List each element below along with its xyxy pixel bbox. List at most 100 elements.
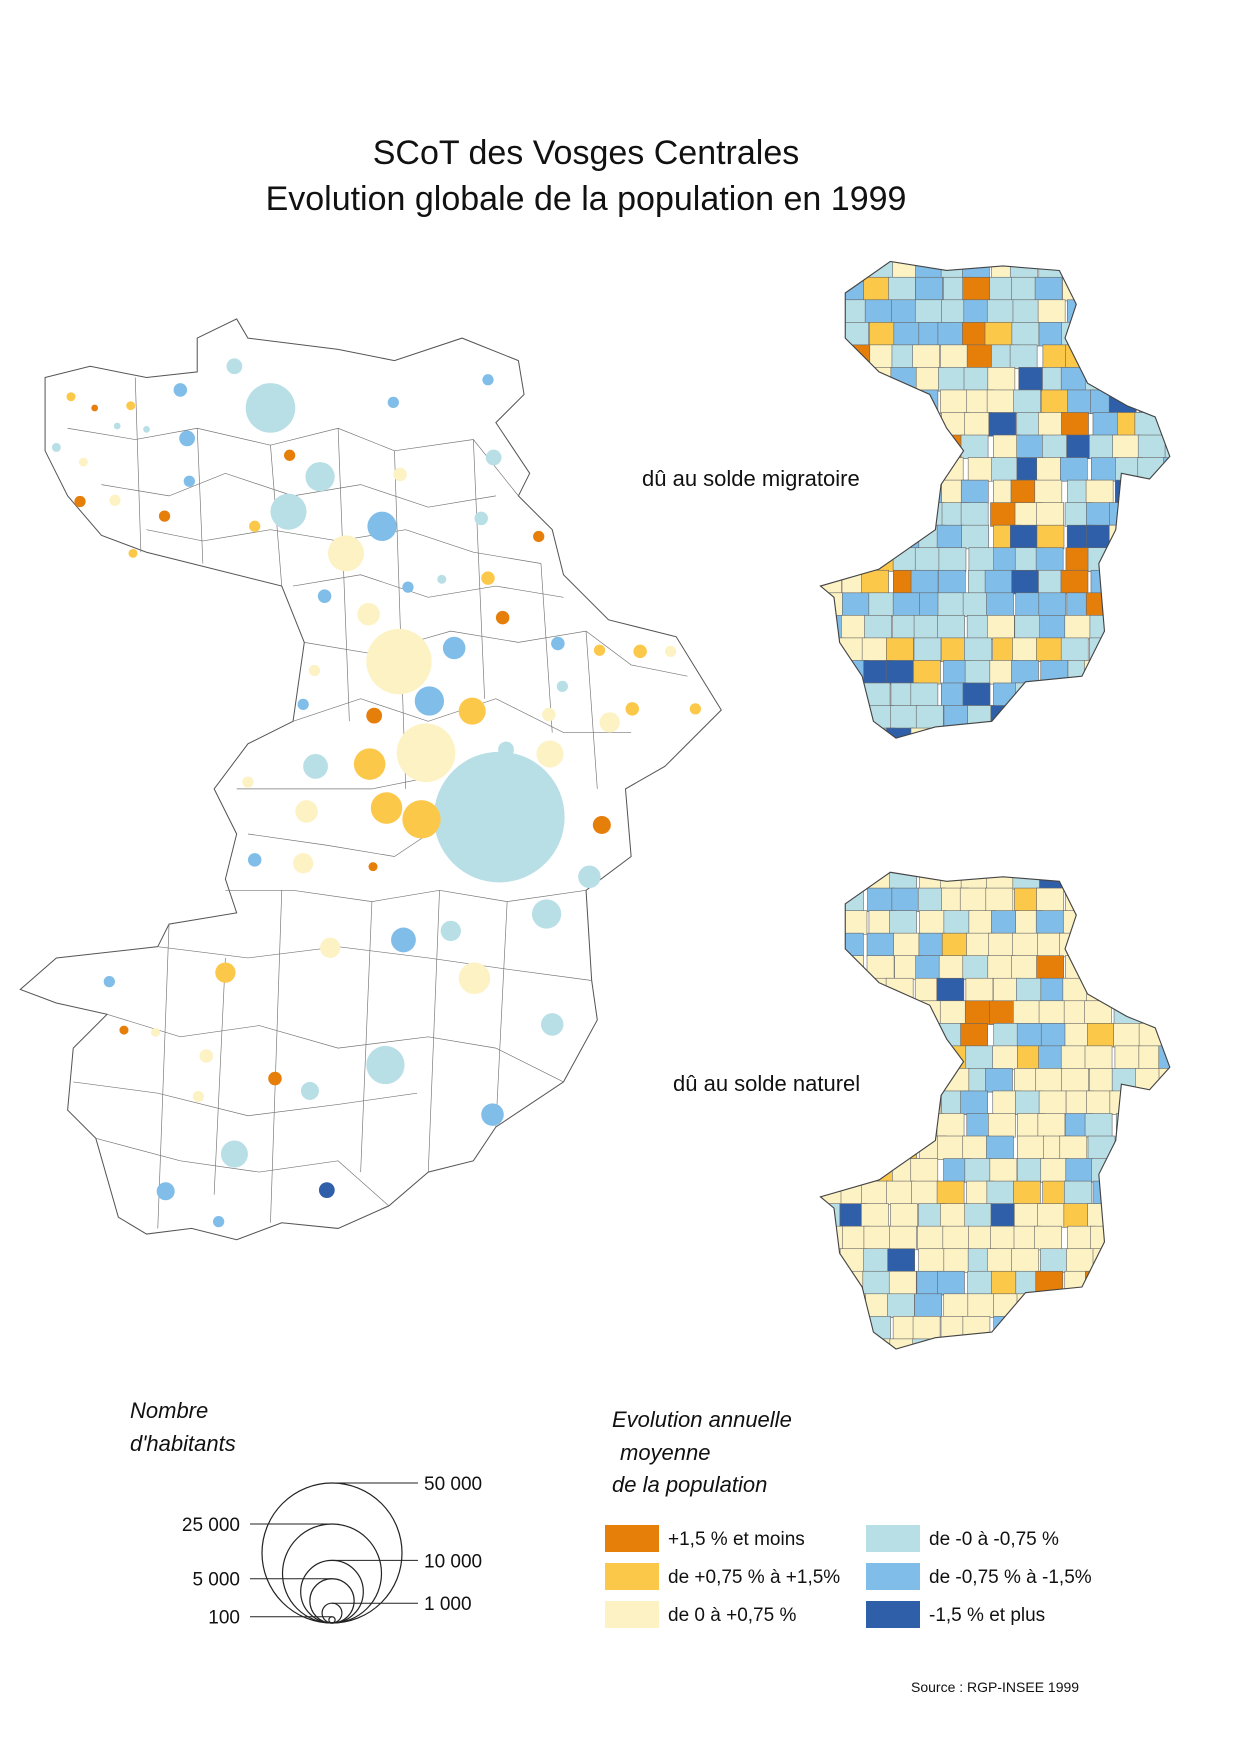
- commune-cell: [1084, 344, 1112, 369]
- commune-cell: [913, 615, 942, 640]
- commune-cell: [867, 887, 895, 913]
- commune-cell: [820, 932, 844, 958]
- commune-cell: [910, 682, 939, 707]
- commune-cell: [989, 1158, 1018, 1183]
- commune-cell: [889, 1225, 917, 1251]
- commune-cell: [1114, 910, 1142, 935]
- commune-cell: [1138, 1158, 1166, 1183]
- commune-cell: [886, 727, 914, 739]
- commune-cell: [820, 524, 840, 550]
- commune-cell: [866, 1000, 895, 1025]
- commune-cell: [1115, 1113, 1144, 1138]
- commune-cell: [914, 547, 943, 572]
- commune-cell: [913, 660, 941, 685]
- commune-cell: [820, 389, 841, 414]
- size-circle: [321, 1602, 343, 1624]
- size-circle: [261, 1482, 403, 1624]
- commune-cell: [835, 1338, 864, 1350]
- commune-cell: [990, 1203, 1019, 1228]
- commune-cell: [1115, 637, 1144, 662]
- commune-cell: [867, 502, 895, 527]
- size-label: 100: [208, 1608, 240, 1629]
- commune-cell: [1137, 1225, 1166, 1251]
- commune-cell: [1015, 1090, 1043, 1115]
- commune-cell: [968, 547, 997, 572]
- commune-cell: [1087, 727, 1116, 739]
- commune-cell: [864, 524, 893, 550]
- commune-circle: [440, 920, 461, 942]
- commune-cell: [1085, 322, 1114, 347]
- commune-cell: [1063, 872, 1092, 890]
- commune-cell: [943, 1068, 972, 1093]
- commune-cell: [1113, 1023, 1142, 1048]
- map-label: dû au solde migratoire: [642, 466, 860, 491]
- commune-cell: [1090, 910, 1119, 935]
- commune-cell: [1062, 682, 1091, 707]
- commune-cell: [963, 299, 992, 324]
- commune-cell: [820, 1023, 843, 1048]
- commune-cell: [843, 872, 872, 890]
- commune-circle: [245, 383, 296, 433]
- commune-cell: [1086, 887, 1114, 913]
- commune-cell: [993, 434, 1021, 459]
- commune-cell: [1088, 682, 1117, 707]
- commune-cell: [962, 955, 991, 980]
- commune-cell: [839, 1000, 867, 1025]
- commune-cell: [988, 412, 1017, 437]
- commune-cell: [865, 261, 894, 279]
- commune-cell: [1012, 299, 1041, 324]
- commune-cell: [1116, 1158, 1145, 1183]
- commune-cell: [986, 299, 1015, 324]
- commune-cell: [1166, 261, 1170, 279]
- size-circle: [328, 1616, 336, 1624]
- commune-cell: [839, 910, 868, 935]
- commune-cell: [939, 1045, 967, 1070]
- commune-cell: [988, 932, 1017, 958]
- commune-circle: [119, 1025, 129, 1035]
- commune-circle: [625, 702, 640, 716]
- commune-cell: [860, 412, 889, 437]
- commune-cell: [1059, 932, 1087, 958]
- commune-circle: [370, 792, 403, 824]
- commune-cell: [1037, 1113, 1066, 1138]
- commune-cell: [1108, 592, 1137, 617]
- commune-cell: [861, 1180, 889, 1206]
- commune-cell: [943, 1293, 972, 1318]
- commune-cell: [1140, 1113, 1168, 1138]
- commune-circle: [366, 707, 383, 724]
- commune-cell: [889, 457, 918, 482]
- commune-cell: [820, 502, 845, 527]
- commune-cell: [984, 569, 1013, 595]
- commune-cell: [965, 1045, 994, 1070]
- legend-label: -1,5 % et plus: [929, 1605, 1045, 1626]
- commune-circle: [481, 571, 495, 585]
- commune-cell: [1141, 367, 1170, 392]
- commune-cell: [1061, 412, 1089, 437]
- commune-cell: [1041, 434, 1070, 459]
- commune-circle: [320, 937, 341, 958]
- legend-swatch: [605, 1601, 659, 1628]
- commune-cell: [1138, 524, 1167, 550]
- commune-cell: [1166, 1158, 1170, 1183]
- commune-cell: [888, 1270, 917, 1296]
- commune-cell: [962, 1316, 991, 1341]
- commune-cell: [1011, 322, 1040, 347]
- commune-circle: [91, 404, 99, 412]
- commune-cell: [1112, 299, 1140, 324]
- commune-circle: [485, 449, 502, 466]
- commune-cell: [866, 1135, 895, 1160]
- commune-cell: [1161, 705, 1170, 730]
- commune-cell: [1137, 502, 1165, 527]
- commune-circle: [437, 574, 447, 584]
- commune-circle: [414, 686, 445, 716]
- commune-circle: [215, 962, 236, 983]
- commune-circle: [199, 1049, 214, 1063]
- commune-cell: [886, 1090, 915, 1115]
- commune-cell: [1162, 1023, 1170, 1048]
- commune-cell: [867, 1113, 896, 1138]
- commune-cell: [1159, 1113, 1170, 1138]
- commune-circle: [128, 548, 138, 558]
- commune-cell: [1037, 299, 1066, 324]
- commune-cell: [1014, 615, 1043, 640]
- size-label: 50 000: [424, 1474, 482, 1495]
